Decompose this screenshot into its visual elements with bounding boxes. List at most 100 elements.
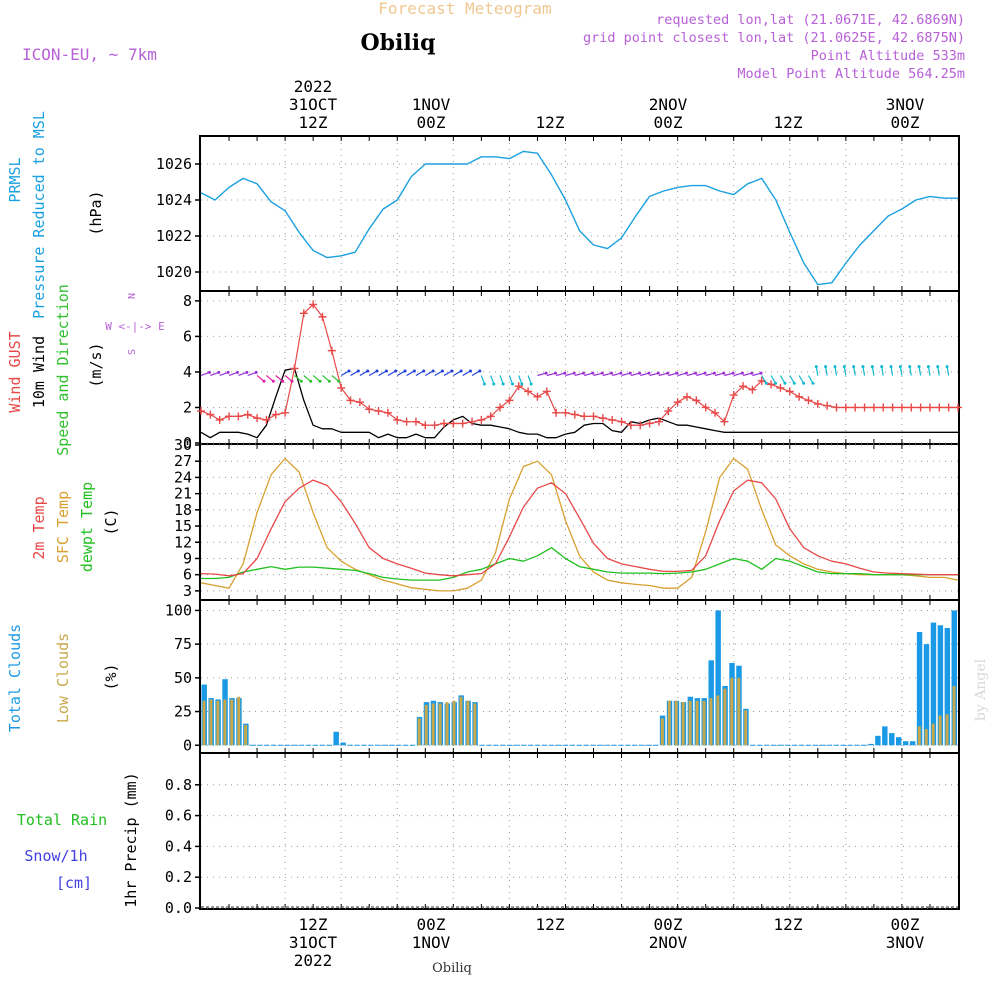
wind-direction-arrowhead xyxy=(245,370,249,374)
wind-direction-arrowhead xyxy=(482,382,486,386)
wind-direction-arrowhead xyxy=(299,379,303,383)
dewpt-line xyxy=(201,547,958,581)
gust-marker xyxy=(561,408,570,417)
gust-label: Wind GUST xyxy=(6,331,24,412)
wind-direction-arrowhead xyxy=(384,369,388,373)
wind-direction-arrow xyxy=(294,375,302,382)
low-cloud-bar xyxy=(438,703,442,746)
total-cloud-bar xyxy=(819,744,826,746)
total-cloud-bar xyxy=(298,744,305,746)
wind-direction-arrowhead xyxy=(824,365,828,369)
total-cloud-bar xyxy=(534,744,541,746)
gust-marker xyxy=(299,309,308,318)
gust-marker xyxy=(636,421,645,430)
total-cloud-bar xyxy=(569,744,576,746)
wind-direction-arrowhead xyxy=(833,365,837,369)
total-cloud-bar xyxy=(312,744,319,746)
total-cloud-bar xyxy=(257,744,263,746)
total-cloud-bar xyxy=(902,741,909,746)
watermark: by Angel xyxy=(973,658,989,721)
low-cloud-bar xyxy=(681,702,685,746)
gust-marker xyxy=(944,403,953,412)
low-cloud-bar xyxy=(744,710,748,746)
total-cloud-bar xyxy=(368,744,374,746)
total-cloud-bar xyxy=(861,744,867,746)
top-hour: 12Z xyxy=(774,113,803,132)
wind-direction-arrowhead xyxy=(731,371,735,375)
sfc-temp-line xyxy=(200,457,959,592)
total-cloud-bar xyxy=(500,744,506,746)
bottom-place: Obiliq xyxy=(432,961,472,976)
wind-direction-arrowhead xyxy=(814,365,818,369)
total-cloud-bar xyxy=(645,744,652,746)
total-cloud-bar xyxy=(798,744,805,746)
low-cloud-bar xyxy=(202,700,206,746)
wind-direction-arrowhead xyxy=(908,365,912,369)
wind-direction-arrowhead xyxy=(226,370,230,374)
gust-marker xyxy=(711,408,720,417)
low-cloud-bar xyxy=(924,729,928,746)
gust-marker xyxy=(421,421,430,430)
total-cloud-bar xyxy=(618,744,624,746)
total-cloud-bar xyxy=(812,744,819,746)
pressure-panel-frame xyxy=(199,135,960,292)
total-cloud-bar xyxy=(625,744,631,746)
gust-marker xyxy=(907,403,916,412)
y-tick-label: 18 xyxy=(174,501,192,519)
y-tick-label: 8 xyxy=(183,292,192,310)
bottom-axis: 12Z 31OCT 2022 00Z 1NOV 12Z 00Z 2NOV 12Z… xyxy=(289,915,925,976)
cloud-unit: (%) xyxy=(102,663,120,690)
gust-marker xyxy=(365,405,374,414)
low-cloud-bar xyxy=(695,700,699,746)
total-cloud-bar xyxy=(882,726,888,746)
wind-direction-arrow xyxy=(770,375,777,384)
y-tick-label: 4 xyxy=(183,363,192,381)
temp-labels: 2m Temp SFC Temp dewpt Temp (C) xyxy=(30,482,120,572)
wind-direction-arrowhead xyxy=(356,369,360,373)
total-cloud-bar xyxy=(770,744,777,746)
wind-direction-arrowhead xyxy=(926,365,930,369)
gust-marker xyxy=(701,403,710,412)
wind-direction-arrow xyxy=(696,372,706,377)
wind-direction-arrowhead xyxy=(619,371,623,375)
snow-label: Snow/1h xyxy=(24,847,87,865)
wind-direction-arrowhead xyxy=(600,371,604,375)
total-cloud-bar xyxy=(875,735,881,746)
wind-direction-arrowhead xyxy=(478,369,482,373)
total-cloud-bar xyxy=(937,625,944,746)
wind-direction-arrow xyxy=(471,370,481,377)
wind-direction-arrowhead xyxy=(327,379,331,383)
gust-marker xyxy=(692,396,701,405)
bottom-date: 3NOV xyxy=(886,933,925,952)
low-cloud-bar xyxy=(216,700,220,746)
total-cloud-bar xyxy=(562,744,569,746)
wind-label: 10m Wind xyxy=(30,336,48,408)
low-cloud-bar xyxy=(723,688,727,746)
gust-marker xyxy=(673,398,682,407)
gust-marker xyxy=(804,396,813,405)
gust-marker xyxy=(785,387,794,396)
gust-marker xyxy=(851,403,860,412)
wind-direction-arrowhead xyxy=(572,371,576,375)
gust-marker xyxy=(374,407,383,416)
gust-marker xyxy=(309,300,318,309)
top-hour: 00Z xyxy=(891,113,920,132)
wind-direction-arrowhead xyxy=(492,382,496,386)
sfc-label: SFC Temp xyxy=(54,491,72,563)
temp-unit: (C) xyxy=(102,508,120,535)
gust-marker xyxy=(664,407,673,416)
total-cloud-bar xyxy=(805,744,812,746)
total-cloud-bar xyxy=(916,632,923,746)
wind-direction-arrowhead xyxy=(666,371,670,375)
y-tick-label: 1020 xyxy=(156,263,192,281)
gust-marker xyxy=(813,399,822,408)
gust-marker xyxy=(682,392,691,401)
wind-direction-arrowhead xyxy=(675,371,679,375)
wind-direction-arrow xyxy=(602,372,612,377)
total-cloud-bar xyxy=(270,744,277,746)
bottom-year: 2022 xyxy=(294,951,333,970)
low-cloud-bar xyxy=(244,725,248,746)
gust-marker xyxy=(262,415,271,424)
rain-label: Total Rain xyxy=(17,811,107,829)
wind-direction-arrowhead xyxy=(235,370,239,374)
